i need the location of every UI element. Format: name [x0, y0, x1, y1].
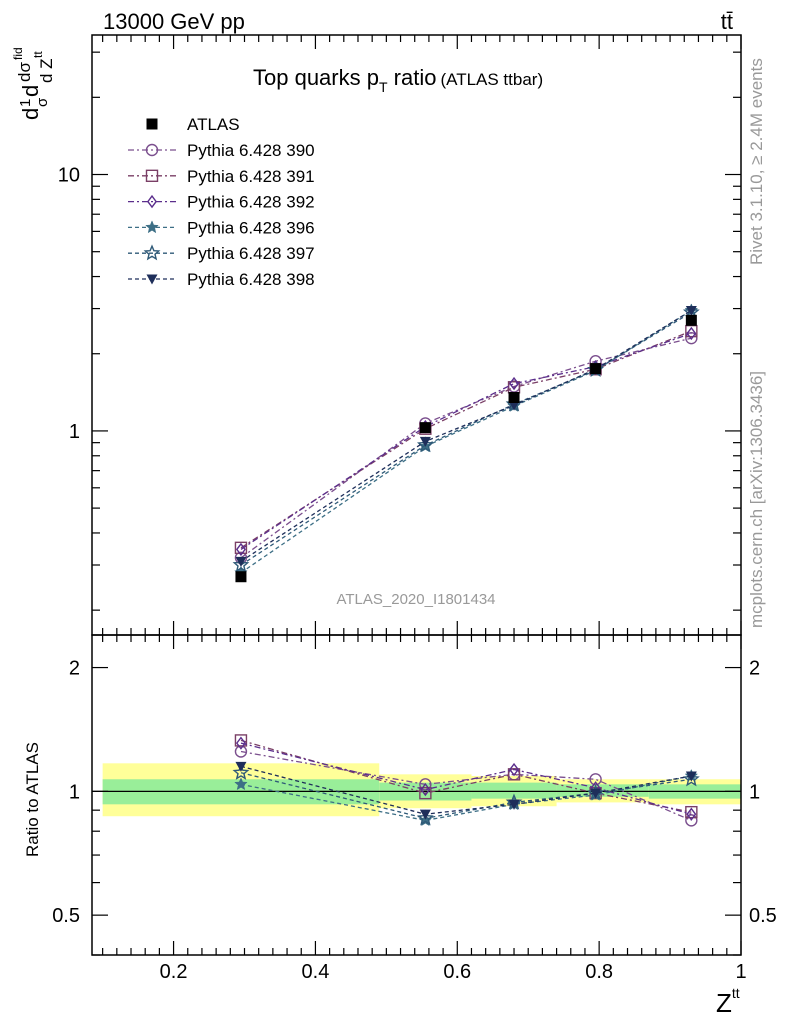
ratio-series-point-3-0 [234, 777, 248, 791]
main-y-label: d 1 σ d dσ fid d Z tt [11, 47, 56, 120]
ratio-series-line-5 [240, 765, 692, 815]
process-label: tt̄ [721, 9, 733, 34]
analysis-watermark: ATLAS_2020_I1801434 [336, 591, 495, 608]
ratio-series-point-2-2 [509, 762, 520, 777]
ratio-y-tick-label-left-0: 0.5 [52, 905, 80, 927]
x-tick-label-1: 0.4 [302, 961, 330, 983]
main-series-line-0 [240, 337, 692, 559]
legend-marker-0 [145, 143, 159, 157]
main-series-point-1-0 [234, 541, 248, 555]
main-series-point-2-0 [235, 542, 246, 557]
main-series-point-5-4 [685, 305, 697, 316]
ratio-series-point-0-4 [685, 814, 698, 827]
svg-text:σ: σ [34, 97, 51, 107]
main-series-line-3 [240, 309, 692, 574]
main-series-point-4-1 [416, 436, 434, 453]
ratio-series-point-5-4 [685, 771, 697, 782]
legend: ATLAS Pythia 6.428 390 Pythia 6.428 391 Pyt… [128, 115, 315, 289]
ratio-series-point-2-1 [420, 782, 431, 797]
ratio-series-point-1-1 [419, 786, 432, 800]
plot-title: Top quarks pT ratio (ATLAS ttbar) [253, 65, 543, 95]
svg-text:fid: fid [11, 47, 25, 60]
ratio-series-line-4 [240, 772, 692, 819]
atlas-data-point-2 [508, 392, 520, 404]
rivet-label: Rivet 3.1.10, ≥ 2.4M events [747, 58, 766, 265]
ratio-series-point-5-0 [235, 761, 247, 772]
svg-text:d: d [18, 85, 43, 97]
legend-marker-5 [146, 274, 158, 285]
ratio-y-tick-label-right-2: 2 [749, 658, 760, 680]
axes-layer: 0.2 0.4 0.6 0.8 1 1 10 0.5 0.5 1 1 2 2 [52, 34, 777, 983]
main-series-line-4 [240, 311, 692, 566]
legend-label-atlas: ATLAS [187, 115, 240, 134]
main-series-line-5 [240, 309, 692, 562]
ratio-series-layer [232, 734, 700, 827]
ratio-series-point-1-0 [234, 734, 248, 747]
ratio-series-point-4-0 [232, 763, 250, 780]
legend-marker-1 [145, 169, 159, 183]
x-tick-label-2: 0.6 [443, 961, 471, 983]
legend-marker-atlas [146, 118, 158, 130]
energy-label: 13000 GeV pp [103, 9, 245, 34]
legend-label-3: Pythia 6.428 396 [187, 218, 315, 237]
mcplots-label: mcplots.cern.ch [arXiv:1306.3436] [747, 371, 766, 628]
ratio-series-point-5-3 [590, 788, 602, 799]
main-series-point-2-2 [509, 376, 520, 391]
main-series-point-5-1 [419, 436, 431, 447]
legend-label-5: Pythia 6.428 398 [187, 270, 315, 289]
x-tick-label-0: 0.2 [160, 961, 188, 983]
ratio-y-tick-label-left-2: 2 [69, 658, 80, 680]
svg-text:d Z: d Z [37, 58, 56, 83]
legend-label-1: Pythia 6.428 391 [187, 167, 315, 186]
svg-text:d: d [18, 108, 43, 120]
main-series-point-4-0 [232, 556, 250, 573]
main-series-point-5-2 [508, 400, 520, 411]
atlas-data-point-1 [419, 422, 431, 434]
ratio-panel-frame [91, 634, 742, 956]
x-tick-label-4: 1 [735, 961, 746, 983]
ratio-series-point-5-2 [508, 799, 520, 810]
ratio-series-line-2 [240, 742, 692, 815]
legend-marker-2 [147, 194, 157, 209]
svg-text:dσ: dσ [15, 62, 34, 82]
main-series-point-5-0 [235, 556, 247, 567]
atlas-data-point-0 [235, 571, 247, 583]
legend-marker-4 [143, 244, 161, 261]
svg-text:tt: tt [31, 51, 45, 58]
x-tick-label-3: 0.8 [585, 961, 613, 983]
legend-label-0: Pythia 6.428 390 [187, 141, 315, 160]
ratio-y-tick-label-right-1: 1 [749, 781, 760, 803]
atlas-data-point-4 [685, 314, 697, 326]
ratio-series-point-4-1 [416, 809, 434, 826]
legend-marker-3 [145, 220, 159, 234]
main-y-tick-label-0: 1 [69, 421, 80, 443]
ratio-series-point-2-4 [686, 807, 697, 821]
ratio-series-point-4-4 [682, 770, 700, 787]
x-axis-label: Ztt [716, 985, 740, 1018]
ratio-y-label: Ratio to ATLAS [23, 742, 42, 857]
ratio-series-point-1-2 [507, 768, 521, 781]
ratio-band-green-2 [471, 782, 557, 799]
main-series-point-0-4 [685, 331, 698, 345]
ratio-series-point-0-1 [419, 778, 432, 791]
main-y-tick-label-1: 10 [58, 165, 80, 187]
svg-text:1: 1 [17, 99, 34, 107]
main-series-line-1 [240, 330, 692, 549]
main-series-layer [232, 303, 700, 583]
ratio-series-point-2-0 [235, 736, 246, 750]
ratio-series-point-5-1 [419, 809, 431, 820]
atlas-data-point-3 [590, 363, 602, 375]
ratio-y-tick-label-left-1: 1 [69, 781, 80, 803]
legend-label-2: Pythia 6.428 392 [187, 193, 315, 212]
main-series-line-2 [240, 332, 692, 550]
main-series-point-2-4 [686, 326, 697, 341]
ratio-y-tick-label-right-0: 0.5 [749, 905, 777, 927]
legend-label-4: Pythia 6.428 397 [187, 244, 315, 263]
